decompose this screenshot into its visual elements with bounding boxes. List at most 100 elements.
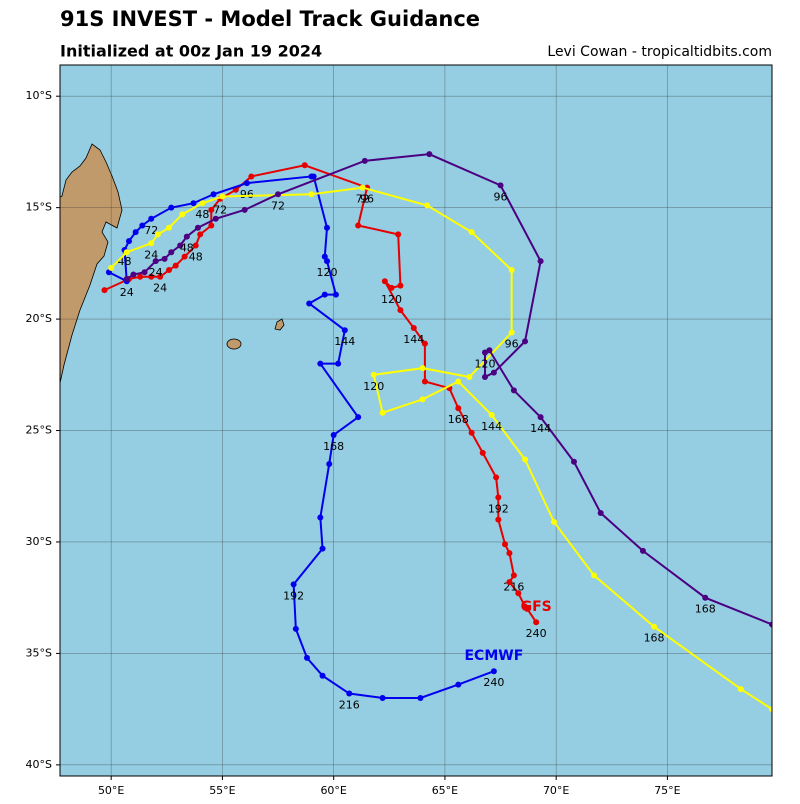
land	[60, 143, 285, 385]
forecast-hour-label: 144	[334, 335, 355, 348]
track-point	[321, 253, 328, 260]
forecast-hour-label: 168	[323, 440, 344, 453]
track-point	[310, 173, 317, 180]
track-point	[308, 191, 315, 198]
madagascar	[60, 143, 123, 385]
track-point	[183, 233, 190, 240]
y-tick-label: 35°S	[26, 646, 52, 659]
track-point	[651, 623, 658, 630]
track-point	[241, 206, 248, 213]
track-point	[243, 180, 250, 187]
track-point	[769, 706, 772, 713]
track-point	[537, 258, 544, 265]
track-point	[481, 349, 488, 356]
track-point	[208, 222, 215, 229]
track-point	[421, 378, 428, 385]
forecast-hour-label: 216	[339, 699, 360, 712]
forecast-hour-label: 192	[283, 589, 304, 602]
track-point	[495, 516, 502, 523]
y-tick-label: 15°S	[26, 201, 52, 214]
track-point	[490, 369, 497, 376]
forecast-hour-label: 144	[481, 420, 502, 433]
y-tick-label: 40°S	[26, 758, 52, 771]
track-point	[426, 151, 433, 158]
forecast-hour-label: 24	[144, 248, 158, 261]
track-point	[199, 200, 206, 207]
y-tick-label: 30°S	[26, 535, 52, 548]
track-point	[522, 456, 529, 463]
y-tick-label: 25°S	[26, 424, 52, 437]
forecast-hour-label: 120	[474, 358, 495, 371]
track-point	[290, 581, 297, 588]
track-point	[455, 405, 462, 412]
forecast-hour-label: 120	[381, 293, 402, 306]
track-point	[326, 460, 333, 467]
track-point	[486, 347, 493, 354]
track-point	[397, 282, 404, 289]
track-point	[455, 378, 462, 385]
reunion	[226, 338, 242, 350]
track-point	[490, 668, 497, 675]
track-point	[219, 193, 226, 200]
model-label: ECMWF	[464, 648, 523, 664]
track-point	[510, 387, 517, 394]
track-point	[506, 579, 513, 586]
track-point	[324, 224, 330, 231]
track-point	[421, 340, 428, 347]
track-point	[179, 211, 186, 218]
track-point	[166, 224, 173, 231]
forecast-hour-label: 168	[644, 632, 665, 645]
track-point	[161, 255, 168, 262]
x-tick-label: 75°E	[654, 784, 680, 797]
track-point	[137, 273, 144, 280]
track-point	[123, 275, 130, 282]
forecast-hour-label: 144	[530, 422, 551, 435]
track-point	[370, 371, 377, 378]
track-point	[292, 625, 299, 632]
track-point	[152, 258, 159, 265]
track-point	[355, 222, 362, 229]
track-point	[275, 191, 282, 198]
track-point	[488, 411, 495, 418]
forecast-hour-label: 72	[144, 224, 158, 237]
track-point	[319, 672, 326, 679]
track-point	[130, 271, 137, 278]
track-point	[321, 291, 328, 298]
track-point	[148, 240, 155, 247]
track-point	[123, 249, 130, 256]
track-point	[466, 374, 473, 381]
forecast-hour-label: 48	[180, 242, 194, 255]
track-point	[550, 518, 557, 525]
track-point	[468, 229, 475, 236]
forecast-hour-label: 24	[120, 286, 134, 299]
track-point	[468, 429, 475, 436]
track-point	[495, 494, 502, 501]
forecast-hour-label: 240	[526, 627, 547, 640]
track-point	[324, 258, 330, 265]
track-line	[126, 153, 772, 626]
track-point	[101, 287, 108, 294]
track-point	[570, 458, 577, 465]
track-point	[493, 474, 500, 481]
track-point	[330, 431, 337, 438]
track-point	[508, 329, 515, 336]
track-point	[190, 200, 197, 207]
track-point	[346, 690, 353, 697]
forecast-hour-label: 24	[149, 266, 163, 279]
track-point	[157, 273, 164, 280]
track-point	[306, 300, 313, 307]
track-point	[317, 360, 324, 367]
y-tick-label: 20°S	[26, 312, 52, 325]
track-point	[481, 374, 488, 381]
chart-subtitle: Initialized at 00z Jan 19 2024	[60, 42, 322, 61]
track-point	[359, 184, 366, 191]
track-point	[172, 262, 179, 269]
x-tick-label: 50°E	[98, 784, 124, 797]
track-point	[419, 365, 426, 372]
track-point	[506, 550, 513, 557]
track-point	[419, 396, 426, 403]
track-point	[702, 594, 709, 601]
track-point	[148, 273, 155, 280]
x-tick-label: 65°E	[432, 784, 458, 797]
forecast-hour-label: 72	[356, 193, 370, 206]
